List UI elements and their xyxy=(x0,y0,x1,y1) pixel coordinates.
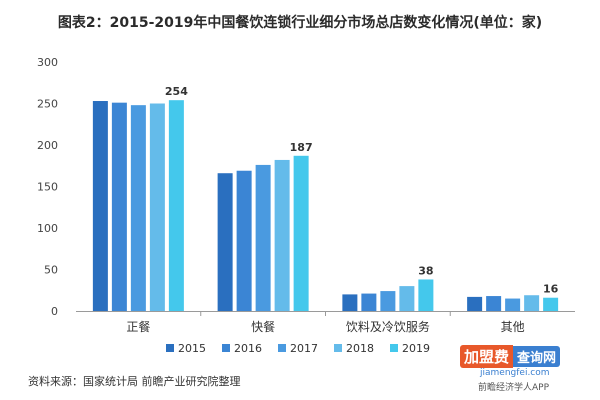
bar-2019 xyxy=(418,279,434,311)
y-tick-label: 250 xyxy=(37,98,58,111)
site-url[interactable]: jiamengfei.com xyxy=(480,368,550,378)
y-tick-label: 0 xyxy=(51,305,58,318)
category-label: 快餐 xyxy=(251,319,275,334)
bar-2017 xyxy=(255,164,271,311)
data-label: 187 xyxy=(290,141,313,154)
bar-2015 xyxy=(467,296,483,311)
y-tick-label: 50 xyxy=(44,264,58,277)
legend-swatch-2018 xyxy=(334,344,342,352)
category-label: 饮料及冷饮服务 xyxy=(346,319,430,334)
chart-title: 图表2：2015-2019年中国餐饮连锁行业细分市场总店数变化情况(单位：家) xyxy=(57,15,543,31)
bar-2018 xyxy=(399,286,415,311)
y-tick-label: 100 xyxy=(37,222,58,235)
bar-2015 xyxy=(217,173,233,311)
legend-swatch-2016 xyxy=(222,344,230,352)
bar-2018 xyxy=(274,159,290,311)
y-tick-label: 200 xyxy=(37,139,58,152)
bar-2016 xyxy=(486,296,502,311)
bar-2017 xyxy=(380,291,396,311)
legend-swatch-2017 xyxy=(278,344,286,352)
bar-2018 xyxy=(149,103,165,311)
y-tick-label: 300 xyxy=(37,56,58,69)
legend-label-2017: 2017 xyxy=(290,342,318,355)
bar-2015 xyxy=(342,294,358,311)
bar-2018 xyxy=(524,295,540,311)
bar-2019 xyxy=(543,297,559,311)
site-logo[interactable]: 加盟费 查询网 xyxy=(460,345,578,368)
data-label: 38 xyxy=(418,264,433,277)
legend-label-2015: 2015 xyxy=(178,342,206,355)
bar-2019 xyxy=(168,100,184,312)
data-label: 16 xyxy=(543,283,559,296)
legend-label-2018: 2018 xyxy=(346,342,374,355)
data-label: 254 xyxy=(165,85,188,98)
legend-label-2019: 2019 xyxy=(402,342,430,355)
legend-swatch-2019 xyxy=(390,344,398,352)
category-label: 正餐 xyxy=(126,319,150,334)
y-tick-label: 150 xyxy=(37,181,58,194)
source-note: 资料来源：国家统计局 前瞻产业研究院整理 xyxy=(28,375,241,388)
bar-2019 xyxy=(293,155,309,311)
bar-2016 xyxy=(236,170,252,311)
legend-label-2016: 2016 xyxy=(234,342,262,355)
bar-2015 xyxy=(92,101,108,311)
bar-2016 xyxy=(111,102,127,311)
bar-2016 xyxy=(361,293,377,311)
app-watermark: 前瞻经济学人APP xyxy=(478,383,550,393)
logo-part-1: 加盟费 xyxy=(460,345,514,368)
bar-2017 xyxy=(130,105,146,311)
legend-swatch-2015 xyxy=(166,344,174,352)
category-label: 其他 xyxy=(501,320,525,334)
logo-part-2: 查询网 xyxy=(513,346,561,367)
bar-2017 xyxy=(505,298,521,311)
